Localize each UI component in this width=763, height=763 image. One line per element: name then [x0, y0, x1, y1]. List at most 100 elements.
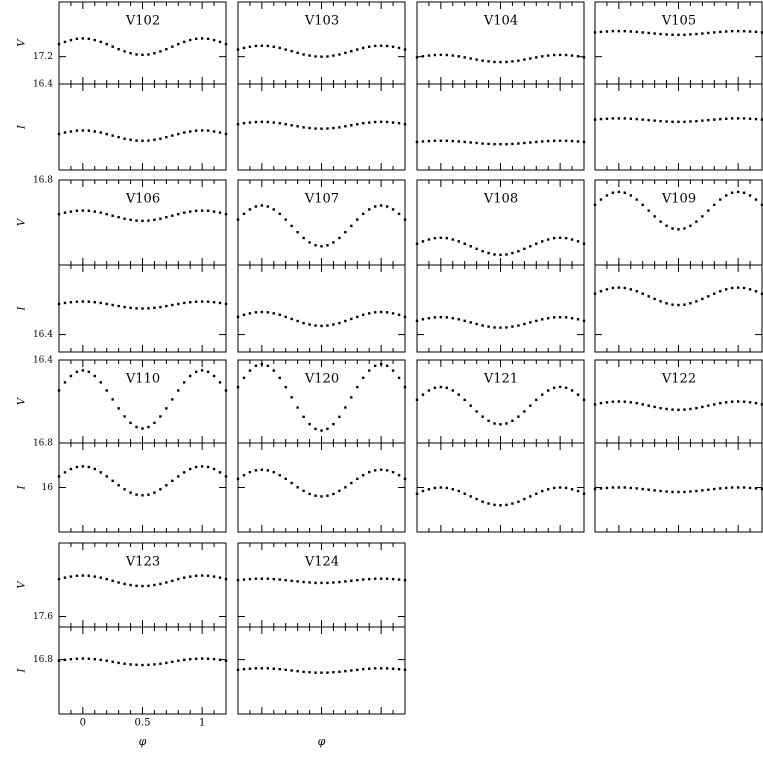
data-point	[623, 486, 627, 489]
data-point	[320, 671, 323, 674]
data-point	[683, 408, 686, 411]
data-point	[368, 208, 371, 211]
data-point	[457, 240, 460, 243]
data-point	[677, 228, 680, 231]
panel-frame	[416, 83, 585, 171]
data-point	[397, 578, 401, 581]
data-point	[284, 578, 287, 582]
data-point	[296, 230, 299, 234]
data-point	[75, 129, 79, 132]
data-point	[511, 419, 514, 422]
data-point	[748, 486, 752, 490]
data-point	[421, 393, 425, 396]
data-point	[57, 302, 61, 306]
data-point	[385, 469, 389, 472]
data-point	[278, 578, 281, 581]
data-point	[635, 117, 638, 121]
data-point	[373, 120, 377, 124]
data-point	[81, 300, 85, 303]
data-point	[576, 393, 580, 396]
data-point	[320, 324, 323, 328]
data-point	[511, 502, 514, 505]
data-point	[57, 389, 61, 392]
data-point	[511, 60, 514, 63]
data-point	[653, 215, 656, 218]
data-point	[523, 247, 526, 251]
data-point	[284, 218, 287, 221]
data-point	[397, 474, 401, 477]
data-point	[659, 406, 662, 410]
data-point	[439, 486, 443, 489]
data-point	[403, 48, 407, 51]
data-point	[296, 319, 299, 323]
data-point	[278, 376, 281, 380]
data-point	[403, 578, 407, 582]
data-point	[356, 218, 359, 221]
data-point	[171, 660, 174, 663]
data-point	[93, 210, 96, 213]
data-point	[135, 493, 138, 496]
data-point	[605, 117, 609, 120]
data-point	[344, 51, 347, 55]
data-point	[165, 304, 168, 308]
data-point	[129, 306, 132, 310]
data-point	[623, 117, 627, 120]
panel-frame	[58, 626, 227, 715]
data-point	[284, 477, 287, 481]
data-point	[266, 120, 270, 124]
star-name: V102	[125, 14, 160, 29]
data-point	[111, 134, 114, 137]
data-point	[290, 50, 293, 53]
data-point	[397, 212, 401, 216]
data-point	[350, 396, 353, 399]
data-point	[206, 209, 210, 212]
data-point	[403, 315, 407, 319]
data-point	[159, 488, 162, 491]
data-point	[153, 583, 156, 587]
data-point	[659, 300, 662, 303]
data-point	[570, 139, 574, 143]
data-point	[552, 486, 556, 490]
data-point	[338, 53, 341, 56]
data-point	[308, 581, 311, 584]
data-point	[111, 479, 114, 483]
star-name: V120	[304, 372, 339, 387]
data-point	[153, 52, 156, 55]
data-point	[564, 139, 568, 142]
data-point	[141, 219, 144, 222]
data-point	[224, 389, 228, 392]
data-point	[248, 667, 252, 670]
data-point	[171, 45, 174, 48]
data-point	[517, 59, 520, 62]
data-point	[599, 401, 603, 405]
data-point	[224, 132, 228, 136]
data-point	[725, 194, 728, 197]
data-point	[475, 497, 478, 501]
data-point	[576, 489, 580, 493]
data-point	[713, 203, 716, 207]
data-point	[105, 475, 108, 478]
data-point	[171, 398, 174, 401]
data-point	[183, 301, 186, 305]
data-point	[742, 486, 746, 489]
data-point	[284, 668, 287, 672]
data-point	[362, 578, 365, 581]
data-point	[332, 422, 335, 426]
panel-frame	[594, 264, 763, 353]
data-point	[332, 581, 335, 584]
data-point	[350, 224, 353, 228]
data-point	[653, 405, 656, 409]
data-point	[445, 386, 449, 390]
data-point	[671, 120, 674, 124]
data-point	[63, 381, 67, 384]
data-point	[141, 494, 144, 497]
data-point	[754, 487, 758, 490]
data-point	[87, 37, 91, 41]
data-point	[314, 55, 317, 58]
data-point	[517, 142, 520, 145]
data-point	[153, 306, 156, 310]
data-point	[564, 316, 568, 319]
data-point	[760, 403, 763, 406]
data-point	[236, 668, 240, 672]
data-point	[623, 191, 627, 194]
